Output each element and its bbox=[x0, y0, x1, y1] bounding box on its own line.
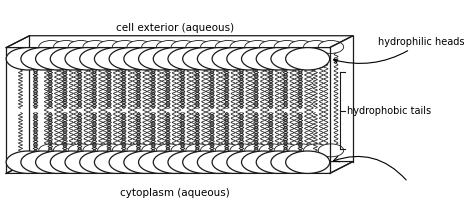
Circle shape bbox=[124, 151, 168, 173]
Circle shape bbox=[259, 144, 285, 157]
Circle shape bbox=[156, 40, 182, 53]
Circle shape bbox=[259, 40, 285, 53]
Circle shape bbox=[242, 48, 285, 70]
Circle shape bbox=[109, 48, 153, 70]
Circle shape bbox=[50, 151, 94, 173]
Circle shape bbox=[112, 40, 138, 53]
Circle shape bbox=[6, 48, 50, 70]
Circle shape bbox=[274, 144, 300, 157]
Circle shape bbox=[153, 151, 197, 173]
Circle shape bbox=[156, 144, 182, 157]
Text: hydrophilic heads: hydrophilic heads bbox=[334, 36, 465, 63]
Circle shape bbox=[98, 144, 123, 157]
Circle shape bbox=[201, 40, 226, 53]
Text: cytoplasm (aqueous): cytoplasm (aqueous) bbox=[120, 189, 230, 198]
Circle shape bbox=[36, 151, 80, 173]
Circle shape bbox=[215, 144, 241, 157]
Circle shape bbox=[256, 48, 300, 70]
Circle shape bbox=[286, 48, 330, 70]
Circle shape bbox=[83, 144, 108, 157]
Circle shape bbox=[36, 48, 80, 70]
Circle shape bbox=[303, 40, 329, 53]
Circle shape bbox=[271, 48, 315, 70]
Circle shape bbox=[124, 48, 168, 70]
Circle shape bbox=[112, 144, 138, 157]
Circle shape bbox=[68, 144, 93, 157]
Circle shape bbox=[289, 144, 314, 157]
Circle shape bbox=[230, 40, 255, 53]
Circle shape bbox=[54, 40, 79, 53]
Circle shape bbox=[182, 151, 227, 173]
Circle shape bbox=[21, 48, 65, 70]
Circle shape bbox=[50, 48, 94, 70]
Circle shape bbox=[98, 40, 123, 53]
Circle shape bbox=[142, 40, 167, 53]
Circle shape bbox=[171, 144, 197, 157]
Circle shape bbox=[138, 48, 182, 70]
Circle shape bbox=[182, 48, 227, 70]
Circle shape bbox=[171, 40, 197, 53]
Circle shape bbox=[230, 144, 255, 157]
Circle shape bbox=[65, 48, 109, 70]
Circle shape bbox=[80, 151, 124, 173]
Circle shape bbox=[274, 40, 300, 53]
Circle shape bbox=[245, 40, 270, 53]
Circle shape bbox=[256, 151, 300, 173]
Circle shape bbox=[65, 151, 109, 173]
Circle shape bbox=[286, 151, 330, 173]
Circle shape bbox=[197, 48, 241, 70]
Circle shape bbox=[142, 144, 167, 157]
Circle shape bbox=[227, 48, 271, 70]
Circle shape bbox=[201, 144, 226, 157]
Circle shape bbox=[94, 151, 138, 173]
Circle shape bbox=[21, 151, 65, 173]
Circle shape bbox=[39, 144, 64, 157]
Circle shape bbox=[94, 48, 138, 70]
Circle shape bbox=[289, 40, 314, 53]
Circle shape bbox=[318, 144, 344, 157]
Circle shape bbox=[271, 151, 315, 173]
Circle shape bbox=[212, 151, 256, 173]
Circle shape bbox=[227, 151, 271, 173]
Circle shape bbox=[186, 144, 211, 157]
Text: hydrophobic tails: hydrophobic tails bbox=[347, 105, 432, 116]
Circle shape bbox=[212, 48, 256, 70]
Circle shape bbox=[245, 144, 270, 157]
Circle shape bbox=[54, 144, 79, 157]
Circle shape bbox=[6, 151, 50, 173]
Circle shape bbox=[83, 40, 108, 53]
Circle shape bbox=[127, 144, 153, 157]
Circle shape bbox=[68, 40, 93, 53]
Circle shape bbox=[138, 151, 182, 173]
Circle shape bbox=[127, 40, 153, 53]
Circle shape bbox=[197, 151, 241, 173]
Circle shape bbox=[215, 40, 241, 53]
Circle shape bbox=[153, 48, 197, 70]
Circle shape bbox=[109, 151, 153, 173]
Circle shape bbox=[242, 151, 285, 173]
Circle shape bbox=[318, 40, 344, 53]
Circle shape bbox=[186, 40, 211, 53]
Circle shape bbox=[168, 151, 212, 173]
Circle shape bbox=[80, 48, 124, 70]
Circle shape bbox=[39, 40, 64, 53]
Circle shape bbox=[303, 144, 329, 157]
Text: cell exterior (aqueous): cell exterior (aqueous) bbox=[116, 23, 234, 32]
Circle shape bbox=[168, 48, 212, 70]
